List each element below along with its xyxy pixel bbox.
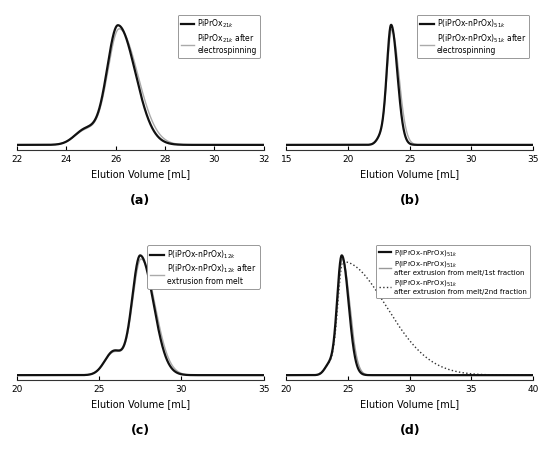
Legend: P(iPrOx-nPrOx)$_{12k}$, P(iPrOx-nPrOx)$_{12k}$ after
extrusion from melt: P(iPrOx-nPrOx)$_{12k}$, P(iPrOx-nPrOx)$_… [147, 245, 260, 288]
X-axis label: Elution Volume [mL]: Elution Volume [mL] [360, 169, 459, 179]
Text: (a): (a) [130, 194, 150, 207]
Legend: PiPrOx$_{21k}$, PiPrOx$_{21k}$ after
electrospinning: PiPrOx$_{21k}$, PiPrOx$_{21k}$ after ele… [178, 15, 260, 58]
X-axis label: Elution Volume [mL]: Elution Volume [mL] [91, 169, 190, 179]
X-axis label: Elution Volume [mL]: Elution Volume [mL] [360, 399, 459, 410]
Text: (c): (c) [131, 424, 150, 437]
X-axis label: Elution Volume [mL]: Elution Volume [mL] [91, 399, 190, 410]
Legend: P(iPrOx-nPrOx)$_{51k}$, P(iPrOx-nPrOx)$_{51k}$ after
electrospinning: P(iPrOx-nPrOx)$_{51k}$, P(iPrOx-nPrOx)$_… [417, 15, 529, 58]
Text: (b): (b) [399, 194, 420, 207]
Text: (d): (d) [399, 424, 420, 437]
Legend: P(iPrOx-nPrOx)$_{51k}$, P(iPrOx-nPrOx)$_{51k}$
after extrusion from melt/1st fra: P(iPrOx-nPrOx)$_{51k}$, P(iPrOx-nPrOx)$_… [376, 245, 530, 298]
